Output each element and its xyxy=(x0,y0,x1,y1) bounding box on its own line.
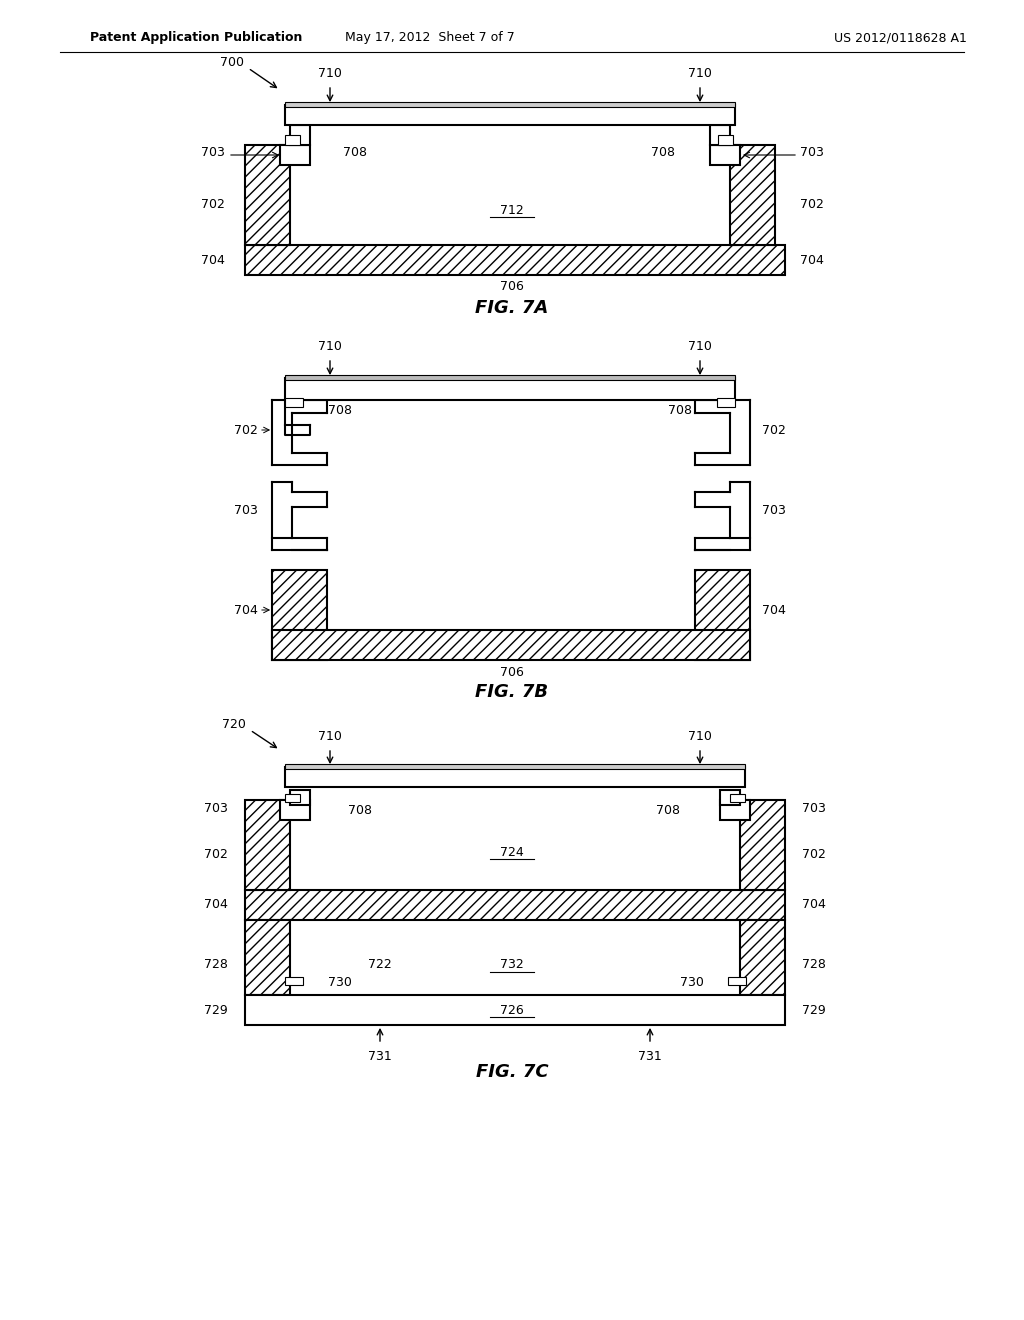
Text: 704: 704 xyxy=(762,603,785,616)
FancyBboxPatch shape xyxy=(290,125,310,145)
Text: 708: 708 xyxy=(348,804,372,817)
Text: FIG. 7A: FIG. 7A xyxy=(475,300,549,317)
Text: 704: 704 xyxy=(204,899,228,912)
FancyBboxPatch shape xyxy=(290,789,310,805)
Text: 708: 708 xyxy=(668,404,692,417)
Text: 704: 704 xyxy=(234,603,258,616)
Text: 729: 729 xyxy=(802,1003,825,1016)
FancyBboxPatch shape xyxy=(272,570,327,660)
FancyBboxPatch shape xyxy=(285,135,300,145)
Text: 701: 701 xyxy=(500,771,524,784)
Text: 710: 710 xyxy=(688,67,712,81)
Text: 710: 710 xyxy=(688,341,712,352)
Text: 710: 710 xyxy=(318,67,342,81)
Text: 728: 728 xyxy=(204,958,228,972)
Text: 702: 702 xyxy=(800,198,824,211)
Text: May 17, 2012  Sheet 7 of 7: May 17, 2012 Sheet 7 of 7 xyxy=(345,32,515,45)
FancyBboxPatch shape xyxy=(285,102,735,107)
Text: Patent Application Publication: Patent Application Publication xyxy=(90,32,302,45)
Text: 710: 710 xyxy=(318,341,342,352)
FancyBboxPatch shape xyxy=(728,977,746,985)
Text: 702: 702 xyxy=(802,849,826,862)
FancyBboxPatch shape xyxy=(280,145,310,165)
FancyBboxPatch shape xyxy=(245,246,785,275)
FancyBboxPatch shape xyxy=(695,570,750,660)
Text: 731: 731 xyxy=(368,1049,392,1063)
Text: 724: 724 xyxy=(500,846,524,858)
FancyBboxPatch shape xyxy=(245,800,290,890)
FancyBboxPatch shape xyxy=(272,630,750,660)
Text: 732: 732 xyxy=(500,958,524,972)
Text: 708: 708 xyxy=(656,804,680,817)
Text: 702: 702 xyxy=(204,849,228,862)
Text: 708: 708 xyxy=(651,145,675,158)
Text: 730: 730 xyxy=(328,977,352,990)
Text: 712: 712 xyxy=(500,203,524,216)
FancyBboxPatch shape xyxy=(718,135,733,145)
FancyBboxPatch shape xyxy=(280,800,310,820)
Text: 701: 701 xyxy=(500,383,524,396)
Text: US 2012/0118628 A1: US 2012/0118628 A1 xyxy=(834,32,967,45)
Text: 703: 703 xyxy=(201,145,225,158)
Text: 702: 702 xyxy=(234,424,258,437)
FancyBboxPatch shape xyxy=(740,920,785,995)
FancyBboxPatch shape xyxy=(245,890,785,920)
Text: 700: 700 xyxy=(220,55,244,69)
Text: 703: 703 xyxy=(204,801,228,814)
Text: 710: 710 xyxy=(688,730,712,743)
FancyBboxPatch shape xyxy=(245,920,290,995)
FancyBboxPatch shape xyxy=(285,795,300,803)
FancyBboxPatch shape xyxy=(285,767,745,787)
Text: 708: 708 xyxy=(328,404,352,417)
Text: 722: 722 xyxy=(368,958,392,972)
Text: 710: 710 xyxy=(318,730,342,743)
FancyBboxPatch shape xyxy=(245,995,785,1026)
Text: 726: 726 xyxy=(500,1003,524,1016)
Text: 729: 729 xyxy=(204,1003,228,1016)
FancyBboxPatch shape xyxy=(720,789,740,805)
Text: 728: 728 xyxy=(802,958,826,972)
Text: 704: 704 xyxy=(800,253,824,267)
FancyBboxPatch shape xyxy=(285,106,735,125)
FancyBboxPatch shape xyxy=(730,145,775,246)
Text: 706: 706 xyxy=(500,281,524,293)
Text: 730: 730 xyxy=(680,977,703,990)
Text: 702: 702 xyxy=(201,198,225,211)
Text: 731: 731 xyxy=(638,1049,662,1063)
FancyBboxPatch shape xyxy=(285,764,745,770)
FancyBboxPatch shape xyxy=(710,125,730,145)
Text: FIG. 7B: FIG. 7B xyxy=(475,682,549,701)
FancyBboxPatch shape xyxy=(740,800,785,890)
FancyBboxPatch shape xyxy=(285,375,735,380)
FancyBboxPatch shape xyxy=(285,977,303,985)
Text: 701: 701 xyxy=(500,108,524,121)
FancyBboxPatch shape xyxy=(710,145,740,165)
FancyBboxPatch shape xyxy=(285,399,303,407)
FancyBboxPatch shape xyxy=(245,145,290,246)
Text: FIG. 7C: FIG. 7C xyxy=(476,1063,548,1081)
Text: 720: 720 xyxy=(222,718,246,730)
FancyBboxPatch shape xyxy=(720,800,750,820)
Text: 704: 704 xyxy=(201,253,225,267)
Text: 702: 702 xyxy=(762,424,785,437)
Text: 703: 703 xyxy=(800,145,824,158)
FancyBboxPatch shape xyxy=(717,399,735,407)
Text: 706: 706 xyxy=(500,665,524,678)
Text: 703: 703 xyxy=(802,801,826,814)
FancyBboxPatch shape xyxy=(730,795,745,803)
Text: 708: 708 xyxy=(343,145,367,158)
Text: 703: 703 xyxy=(234,503,258,516)
Text: 703: 703 xyxy=(762,503,785,516)
Text: 704: 704 xyxy=(802,899,826,912)
FancyBboxPatch shape xyxy=(285,378,735,400)
